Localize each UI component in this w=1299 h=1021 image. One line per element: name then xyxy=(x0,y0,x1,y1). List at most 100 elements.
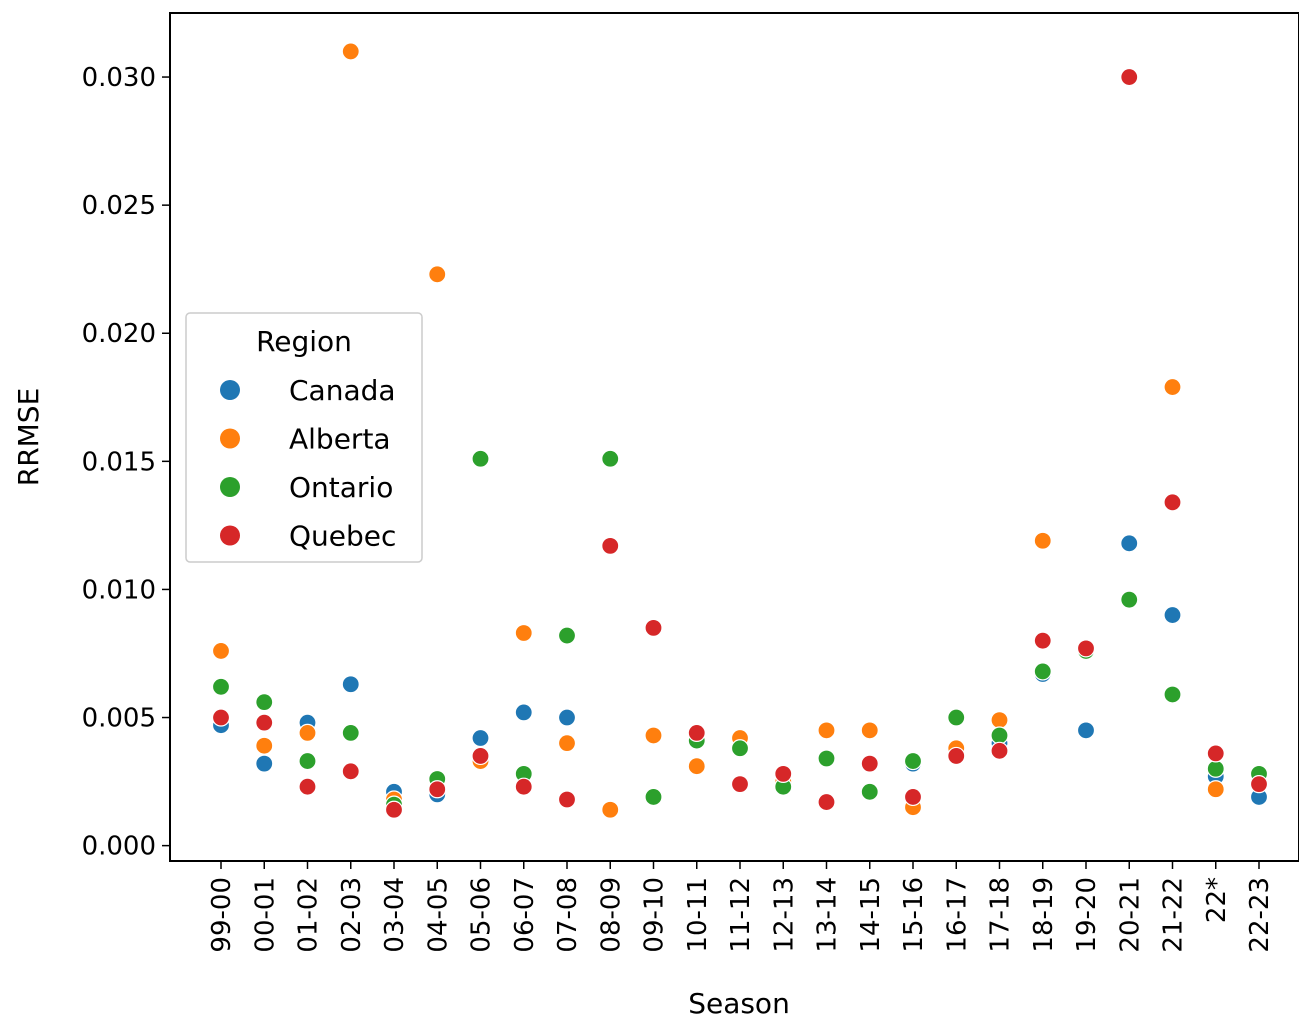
x-tick-label: 00-01 xyxy=(250,877,280,953)
x-tick-label: 04-05 xyxy=(423,877,453,953)
point-quebec xyxy=(860,754,879,773)
point-canada xyxy=(557,708,577,727)
x-tick-label: 10-11 xyxy=(683,877,713,953)
x-axis: 99-00 00-01 01-02 02-03 03-04 04-05 05-06 06-07… xyxy=(207,861,1275,953)
point-quebec xyxy=(817,792,836,812)
y-axis: 0.000 0.005 0.010 0.015 0.020 0.025 0.030 xyxy=(82,63,170,862)
point-quebec xyxy=(1249,775,1269,794)
point-alberta xyxy=(255,736,274,755)
point-canada xyxy=(1163,605,1182,625)
point-ontario xyxy=(341,723,360,743)
y-tick-label: 0.030 xyxy=(82,63,156,93)
point-quebec xyxy=(211,708,231,727)
x-tick-label: 01-02 xyxy=(294,877,324,953)
point-ontario xyxy=(298,751,317,771)
point-ontario xyxy=(557,626,577,645)
x-tick-label: 17-18 xyxy=(986,877,1016,953)
point-quebec xyxy=(947,746,966,766)
point-alberta xyxy=(860,721,879,740)
point-alberta xyxy=(1206,780,1225,799)
point-alberta xyxy=(644,726,663,745)
point-canada xyxy=(1076,721,1096,740)
legend-label-canada: Canada xyxy=(289,374,396,407)
point-quebec xyxy=(557,790,577,809)
point-canada xyxy=(1120,534,1139,553)
y-tick-label: 0.020 xyxy=(82,319,156,349)
point-quebec xyxy=(990,741,1009,760)
x-tick-label: 14-15 xyxy=(856,877,886,953)
point-quebec xyxy=(903,787,923,807)
point-quebec xyxy=(298,777,317,796)
x-tick-label: 09-10 xyxy=(640,877,670,953)
point-quebec xyxy=(514,777,533,796)
point-alberta xyxy=(211,641,231,661)
legend: Region Canada Alberta Ontario Quebec xyxy=(185,312,423,563)
point-quebec xyxy=(774,764,793,783)
point-quebec xyxy=(1206,744,1225,763)
point-ontario xyxy=(947,708,966,727)
x-tick-label: 07-08 xyxy=(553,877,583,953)
x-tick-label: 20-21 xyxy=(1115,877,1145,953)
point-quebec xyxy=(1120,67,1139,87)
x-axis-title: Season xyxy=(688,987,790,1020)
point-alberta xyxy=(1033,531,1052,550)
legend-marker-canada xyxy=(220,380,240,400)
point-canada xyxy=(255,754,274,773)
point-alberta xyxy=(341,42,360,61)
point-alberta xyxy=(687,757,706,776)
legend-label-alberta: Alberta xyxy=(289,423,391,456)
legend-items: Canada Alberta Ontario Quebec xyxy=(220,374,396,553)
point-ontario xyxy=(1120,590,1139,609)
point-ontario xyxy=(1206,759,1225,778)
point-quebec xyxy=(601,536,620,555)
point-ontario xyxy=(471,449,490,468)
point-alberta xyxy=(514,623,533,643)
y-tick-label: 0.010 xyxy=(82,575,156,605)
x-tick-label: 22* xyxy=(1202,877,1232,923)
point-ontario xyxy=(860,782,879,801)
legend-marker-alberta xyxy=(220,428,240,449)
point-quebec xyxy=(384,800,404,819)
point-ontario xyxy=(211,677,231,696)
point-ontario xyxy=(990,726,1009,745)
legend-label-quebec: Quebec xyxy=(289,520,396,553)
point-quebec xyxy=(730,775,750,794)
y-axis-title: RRMSE xyxy=(12,388,45,487)
point-alberta xyxy=(990,710,1009,730)
point-alberta xyxy=(298,723,317,743)
x-tick-label: 12-13 xyxy=(769,877,799,953)
point-ontario xyxy=(255,693,274,712)
point-canada xyxy=(471,728,490,748)
point-alberta xyxy=(601,800,620,819)
point-canada xyxy=(514,703,533,722)
point-ontario xyxy=(817,749,836,768)
x-tick-label: 21-22 xyxy=(1159,877,1189,953)
legend-label-ontario: Ontario xyxy=(289,471,393,504)
x-tick-label: 19-20 xyxy=(1072,877,1102,953)
point-ontario xyxy=(601,449,620,468)
point-ontario xyxy=(644,787,663,807)
x-tick-label: 11-12 xyxy=(726,877,756,953)
point-quebec xyxy=(341,762,360,781)
x-tick-label: 15-16 xyxy=(899,877,929,953)
x-tick-label: 03-04 xyxy=(380,877,410,953)
y-tick-label: 0.015 xyxy=(82,447,156,477)
x-tick-label: 22-23 xyxy=(1245,877,1275,953)
point-ontario xyxy=(1033,662,1052,681)
y-tick-label: 0.005 xyxy=(82,704,156,734)
x-tick-label: 16-17 xyxy=(942,877,972,953)
point-ontario xyxy=(903,751,923,771)
point-ontario xyxy=(1163,685,1182,704)
point-quebec xyxy=(428,780,447,799)
point-ontario xyxy=(730,739,750,758)
point-alberta xyxy=(557,734,577,753)
point-quebec xyxy=(687,723,706,743)
legend-marker-quebec xyxy=(220,525,240,546)
x-tick-label: 06-07 xyxy=(510,877,540,953)
x-tick-label: 08-09 xyxy=(596,877,626,953)
point-quebec xyxy=(1033,631,1052,650)
point-quebec xyxy=(1076,639,1096,658)
point-alberta xyxy=(428,265,447,284)
x-tick-label: 05-06 xyxy=(467,877,497,953)
